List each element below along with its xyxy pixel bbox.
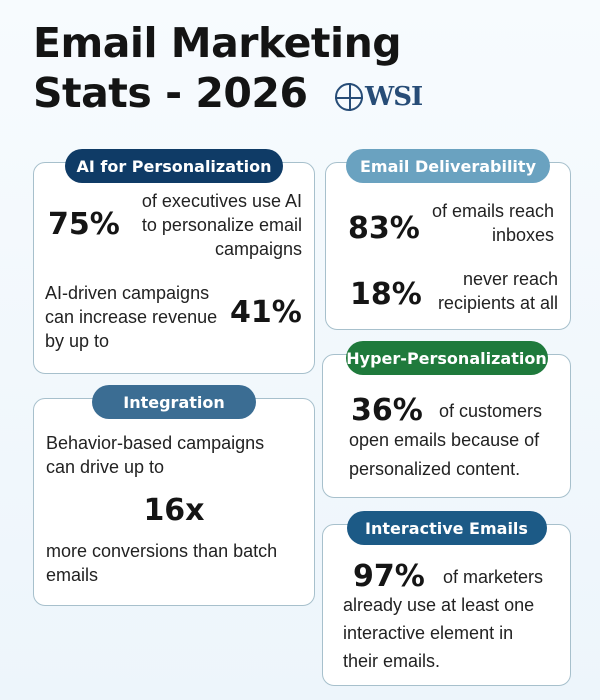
pill-label: Interactive Emails xyxy=(365,518,528,538)
title-line-1: Email Marketing xyxy=(33,19,402,67)
card-ai-personalization: AI for Personalization 75% of executives… xyxy=(33,149,315,374)
integration-text-before: Behavior-based campaigns can drive up to xyxy=(46,433,265,477)
pill-email-deliverability: Email Deliverability xyxy=(346,149,550,183)
globe-icon xyxy=(335,83,363,111)
title-line-2: Stats - 2026 xyxy=(33,69,308,117)
stat-75-text: of executives use AI to personalize emai… xyxy=(141,191,302,259)
card-integration: Integration Behavior-based campaigns can… xyxy=(33,385,315,606)
stat-41-percent: 41% xyxy=(230,295,302,330)
stat-36-percent: 36% xyxy=(351,393,423,428)
stat-16x: 16x xyxy=(143,493,205,528)
pill-ai-personalization: AI for Personalization xyxy=(65,149,283,183)
pill-label: Hyper-Personalization xyxy=(346,348,547,368)
stat-18-percent: 18% xyxy=(350,277,422,312)
pill-hyper-personalization: Hyper-Personalization xyxy=(345,341,548,375)
interactive-text: of marketers already use at least one in… xyxy=(343,567,544,671)
stat-97-percent: 97% xyxy=(353,559,425,594)
pill-label: Email Deliverability xyxy=(360,156,536,176)
stat-18-text: never reach recipients at all xyxy=(437,269,558,313)
pill-label: Integration xyxy=(123,392,225,412)
card-hyper-personalization: Hyper-Personalization 36% of customers o… xyxy=(322,341,571,498)
wsi-logo: WSI xyxy=(335,80,425,114)
pill-label: AI for Personalization xyxy=(76,156,272,176)
stat-83-text: of emails reach inboxes xyxy=(431,201,554,245)
card-interactive-emails: Interactive Emails 97% of marketers alre… xyxy=(322,511,571,686)
stat-83-percent: 83% xyxy=(348,211,420,246)
pill-integration: Integration xyxy=(92,385,256,419)
page-title: Email Marketing Stats - 2026 xyxy=(33,18,453,118)
pill-interactive-emails: Interactive Emails xyxy=(346,511,547,545)
stat-41-text: AI-driven campaigns can increase revenue… xyxy=(45,283,218,351)
logo-text: WSI xyxy=(365,82,423,112)
hyper-personalization-text: of customers open emails because of pers… xyxy=(349,401,543,479)
integration-text-after: more conversions than batch emails xyxy=(46,541,278,585)
stat-75-percent: 75% xyxy=(48,207,120,242)
card-email-deliverability: Email Deliverability 83% of emails reach… xyxy=(325,149,571,330)
